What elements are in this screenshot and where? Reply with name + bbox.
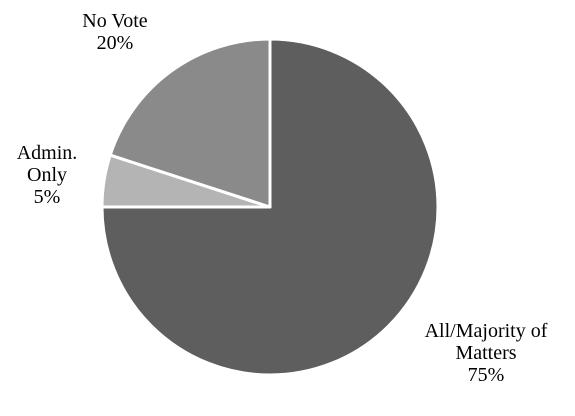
pie-slice-0	[100, 37, 440, 377]
pie-slices	[100, 37, 440, 377]
pie-slice-name-line: All/Majority of	[425, 320, 548, 342]
pie-slice-value-label: 75%	[468, 364, 505, 386]
pie-labels: All/Majority of Matters 75% Admin. Only 5% No …	[17, 10, 548, 386]
pie-slice-name-line: Admin.	[17, 142, 78, 164]
pie-slice-label-1: Admin. Only 5%	[17, 142, 78, 208]
pie-slice-value-label: 5%	[34, 186, 61, 208]
pie-slice-value-label: 20%	[97, 32, 134, 54]
pie-slice-2	[108, 37, 272, 209]
pie-slice-label-0: All/Majority of Matters 75%	[425, 320, 548, 386]
pie-slice-label-2: No Vote 20%	[82, 10, 148, 54]
pie-slice-name-line: Matters	[455, 342, 516, 364]
pie-slice-name-line: No Vote	[82, 10, 148, 32]
pie-slice-name-line: Only	[27, 164, 67, 186]
